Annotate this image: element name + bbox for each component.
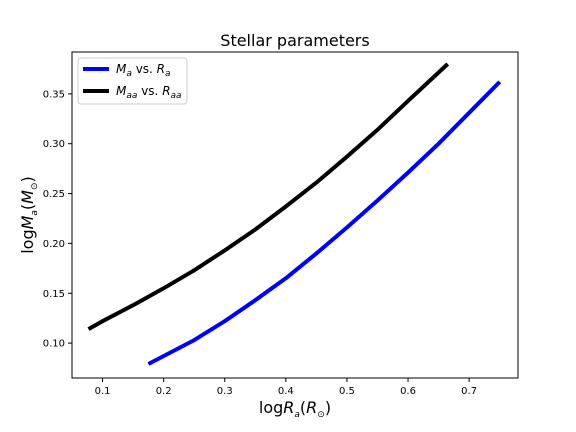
- legend-label-ma-vs-ra: Ma vs. Ra: [116, 62, 171, 79]
- y-axis-ticks: 0.10 0.15 0.20 0.25 0.30 0.35: [43, 89, 72, 350]
- x-axis-ticks: 0.1 0.2 0.3 0.4 0.5 0.6 0.7: [95, 378, 477, 397]
- y-axis-label: logMa(M⊙): [18, 176, 40, 254]
- plot-area: [71, 51, 519, 379]
- series-line-ma-vs-ra: [147, 80, 502, 366]
- y-tick-label: 0.10: [43, 339, 65, 350]
- x-tick-label: 0.5: [339, 386, 355, 397]
- x-tick-label: 0.4: [278, 386, 294, 397]
- y-tick-label: 0.35: [43, 89, 65, 100]
- x-axis-label: logRa(R⊙): [259, 398, 331, 420]
- x-tick-label: 0.2: [156, 386, 172, 397]
- x-tick-label: 0.1: [95, 386, 111, 397]
- x-tick-label: 0.6: [400, 386, 416, 397]
- x-tick-label: 0.3: [217, 386, 233, 397]
- plot-frame: [71, 51, 519, 379]
- legend-label-maa-vs-raa: Maa vs. Raa: [116, 84, 182, 101]
- y-tick-label: 0.30: [43, 139, 65, 150]
- legend: Ma vs. Ra Maa vs. Raa: [77, 57, 188, 105]
- series-group: [87, 62, 502, 366]
- series-line-maa-vs-raa: [87, 62, 450, 331]
- y-tick-label: 0.25: [43, 189, 65, 200]
- chart-title: Stellar parameters: [220, 31, 369, 50]
- y-tick-label: 0.20: [43, 239, 65, 250]
- x-tick-label: 0.7: [461, 386, 477, 397]
- y-tick-label: 0.15: [43, 289, 65, 300]
